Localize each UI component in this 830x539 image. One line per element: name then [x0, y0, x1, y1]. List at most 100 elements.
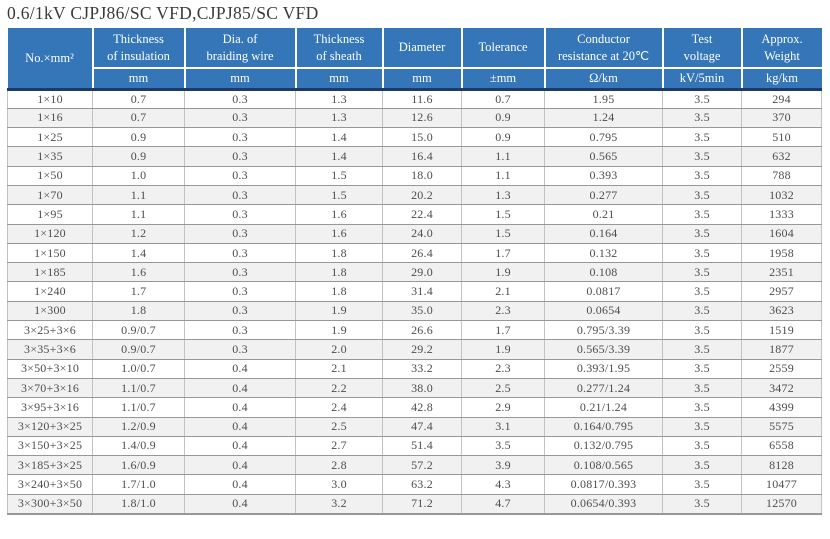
value-cell: 1.1: [461, 166, 545, 186]
value-cell: 0.21: [544, 204, 663, 225]
value-cell: 3.5: [461, 436, 545, 457]
value-cell: 0.21/1.24: [544, 397, 663, 418]
value-cell: 3.5: [662, 281, 742, 302]
value-cell: 3623: [741, 301, 822, 322]
table-row: 3×150+3×25 1.4/0.9 0.4 2.7 51.4 3.5 0.132/0.79…: [7, 436, 822, 457]
row-size-cell: 3×185+3×25: [7, 455, 93, 476]
value-cell: 20.2: [382, 185, 462, 206]
value-cell: 1.8: [295, 243, 383, 264]
catalog-page: 0.6/1kV CJPJ86/SC VFD,CJPJ85/SC VFD No.×…: [0, 3, 830, 539]
value-cell: 1.0: [92, 166, 185, 186]
value-cell: 2.3: [461, 359, 545, 379]
value-cell: 0.565/3.39: [544, 339, 663, 360]
value-cell: 57.2: [382, 455, 462, 476]
value-cell: 3.5: [662, 378, 742, 399]
column-header-conductor-resistance: Conductor resistance at 20℃: [543, 28, 663, 68]
table-row: 3×240+3×50 1.7/1.0 0.4 3.0 63.2 4.3 0.0817/0.3…: [7, 474, 822, 495]
column-unit-tolerance: ±mm: [460, 67, 545, 91]
value-cell: 3.5: [662, 224, 742, 244]
value-cell: 1333: [741, 204, 822, 225]
value-cell: 1.8: [295, 281, 383, 302]
value-cell: 2351: [741, 262, 822, 283]
row-size-cell: 3×150+3×25: [7, 436, 93, 457]
header-label-row: No.×mm² Thickness of insulation Dia. of …: [7, 28, 822, 91]
value-cell: 0.9: [92, 127, 185, 148]
value-cell: 0.3: [184, 204, 296, 225]
value-cell: 2.0: [295, 339, 383, 360]
value-cell: 51.4: [382, 436, 462, 457]
value-cell: 0.3: [184, 89, 296, 109]
value-cell: 1.5: [461, 204, 545, 225]
value-cell: 3.9: [461, 455, 545, 476]
value-cell: 0.132/0.795: [544, 436, 663, 457]
value-cell: 0.0817: [544, 281, 663, 302]
row-size-cell: 3×50+3×10: [7, 359, 93, 379]
value-cell: 3.5: [662, 320, 742, 341]
column-unit-conductor-resistance: Ω/km: [543, 67, 663, 91]
value-cell: 0.108: [544, 262, 663, 283]
value-cell: 0.3: [184, 320, 296, 341]
table-row: 3×95+3×16 1.1/0.7 0.4 2.4 42.8 2.9 0.21/1.24 3.…: [7, 397, 822, 418]
row-size-cell: 3×240+3×50: [7, 474, 93, 495]
table-row: 3×185+3×25 1.6/0.9 0.4 2.8 57.2 3.9 0.108/0.56…: [7, 455, 822, 476]
column-header-tolerance: Tolerance: [460, 28, 545, 68]
table-row: 1×16 0.7 0.3 1.3 12.6 0.9 1.24 3.5 370: [7, 108, 822, 129]
value-cell: 6558: [741, 436, 822, 457]
value-cell: 3.5: [662, 436, 742, 457]
value-cell: 1604: [741, 224, 822, 244]
value-cell: 10477: [741, 474, 822, 495]
value-cell: 0.3: [184, 281, 296, 302]
table-row: 3×25+3×6 0.9/0.7 0.3 1.9 26.6 1.7 0.795/3.39 3.…: [7, 320, 822, 341]
value-cell: 0.565: [544, 146, 663, 167]
value-cell: 0.4: [184, 474, 296, 495]
value-cell: 33.2: [382, 359, 462, 379]
row-size-cell: 3×25+3×6: [7, 320, 93, 341]
table-row: 1×50 1.0 0.3 1.5 18.0 1.1 0.393 3.5 788: [7, 166, 822, 186]
row-size-cell: 3×300+3×50: [7, 494, 93, 515]
value-cell: 26.4: [382, 243, 462, 264]
table-row: 1×150 1.4 0.3 1.8 26.4 1.7 0.132 3.5 1958: [7, 243, 822, 264]
value-cell: 3.5: [662, 108, 742, 129]
value-cell: 3.5: [662, 417, 742, 437]
value-cell: 3.0: [295, 474, 383, 495]
value-cell: 8128: [741, 455, 822, 476]
value-cell: 0.4: [184, 397, 296, 418]
value-cell: 0.795/3.39: [544, 320, 663, 341]
value-cell: 3.5: [662, 397, 742, 418]
value-cell: 1.7: [461, 320, 545, 341]
table-row: 1×300 1.8 0.3 1.9 35.0 2.3 0.0654 3.5 3623: [7, 301, 822, 322]
row-size-cell: 1×300: [7, 301, 93, 322]
value-cell: 294: [741, 89, 822, 109]
value-cell: 0.3: [184, 301, 296, 322]
value-cell: 1.95: [544, 89, 663, 109]
column-header-sheath-thickness: Thickness of sheath: [294, 28, 383, 68]
value-cell: 1.1: [92, 204, 185, 225]
value-cell: 632: [741, 146, 822, 167]
value-cell: 3.2: [295, 494, 383, 515]
value-cell: 1.1/0.7: [92, 378, 185, 399]
row-size-cell: 1×150: [7, 243, 93, 264]
value-cell: 1.1: [92, 185, 185, 206]
value-cell: 1.8/1.0: [92, 494, 185, 515]
value-cell: 0.3: [184, 108, 296, 129]
value-cell: 1.9: [461, 339, 545, 360]
cable-spec-table: No.×mm² Thickness of insulation Dia. of …: [7, 28, 822, 515]
value-cell: 42.8: [382, 397, 462, 418]
value-cell: 4399: [741, 397, 822, 418]
table-row: 1×70 1.1 0.3 1.5 20.2 1.3 0.277 3.5 1032: [7, 185, 822, 206]
value-cell: 1.7/1.0: [92, 474, 185, 495]
value-cell: 1.5: [295, 166, 383, 186]
column-header-diameter: Diameter: [381, 28, 462, 68]
table-row: 3×50+3×10 1.0/0.7 0.4 2.1 33.2 2.3 0.393/1.95 3…: [7, 359, 822, 379]
value-cell: 35.0: [382, 301, 462, 322]
value-cell: 0.7: [92, 108, 185, 129]
value-cell: 1.4: [295, 146, 383, 167]
value-cell: 1.6: [295, 224, 383, 244]
value-cell: 2.4: [295, 397, 383, 418]
value-cell: 0.7: [92, 89, 185, 109]
value-cell: 0.4: [184, 455, 296, 476]
value-cell: 0.4: [184, 359, 296, 379]
value-cell: 0.3: [184, 146, 296, 167]
value-cell: 3.1: [461, 417, 545, 437]
value-cell: 1.2/0.9: [92, 417, 185, 437]
